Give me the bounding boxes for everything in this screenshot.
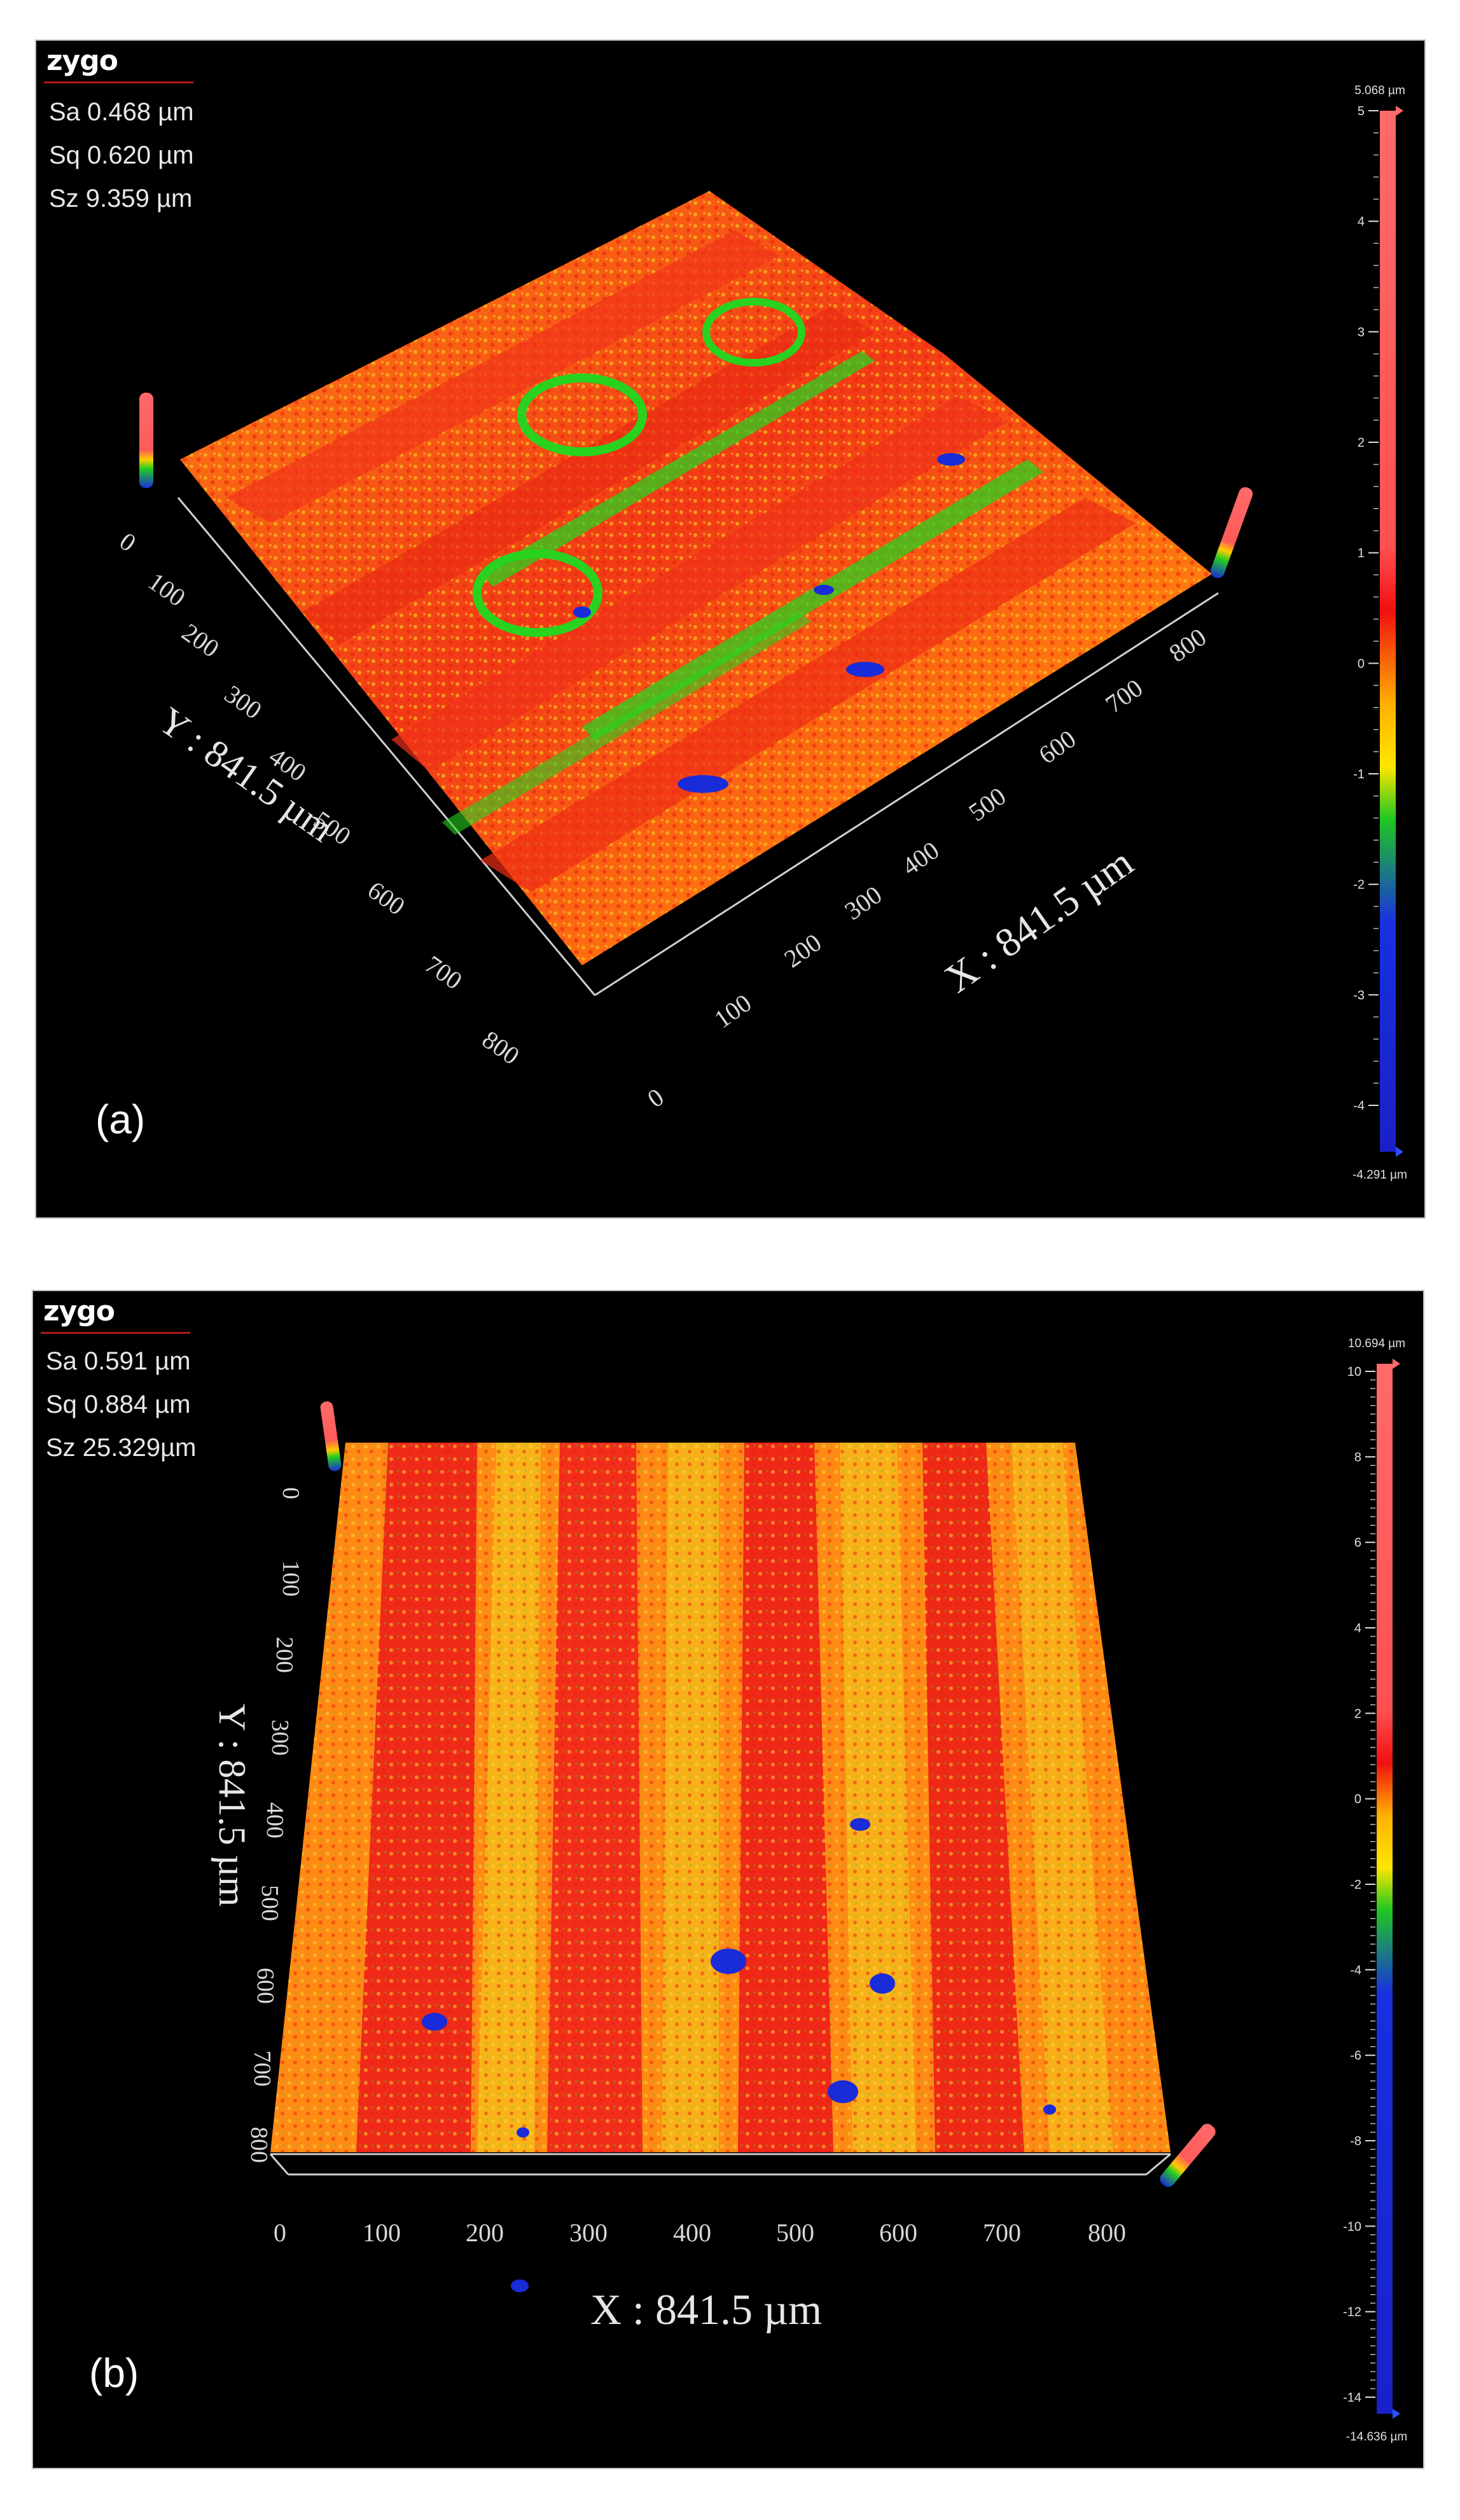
scale-tick-label: -2 — [1353, 878, 1365, 892]
axis-frame — [177, 497, 1219, 997]
y-tick: 100 — [143, 567, 191, 612]
y-tick: 300 — [267, 1719, 293, 1756]
x-tick: 200 — [466, 2218, 504, 2247]
x-axis-title: X : 841.5 µm — [590, 2285, 822, 2334]
scale-tick-label: 0 — [1354, 1793, 1361, 1807]
x-tick: 100 — [709, 988, 756, 1033]
y-tick: 800 — [246, 2127, 272, 2163]
y-tick: 500 — [256, 1885, 283, 1921]
x-tick: 100 — [363, 2218, 401, 2247]
y-tick: 200 — [177, 618, 225, 663]
x-tick: 600 — [879, 2218, 917, 2247]
sq-readout: Sq 0.620 µm — [49, 141, 194, 169]
x-tick-labels: 0 100 200 300 400 500 600 700 800 — [274, 2218, 1126, 2247]
corner-pin-left — [139, 393, 153, 488]
scale-tick-label: 3 — [1358, 325, 1365, 339]
y-axis-title: Y : 841.5 µm — [211, 1704, 253, 1907]
scale-tick-label: -2 — [1350, 1878, 1361, 1892]
surface-panel-a: zygo Sa 0.468 µm Sq 0.620 µm Sz 9.359 µm — [35, 39, 1426, 1219]
y-tick: 300 — [219, 680, 267, 725]
scale-min-label: -4.291 µm — [1352, 1168, 1407, 1182]
x-tick: 800 — [1164, 622, 1211, 668]
sq-readout: Sq 0.884 µm — [46, 1390, 191, 1418]
x-tick: 0 — [642, 1082, 669, 1113]
corner-pin-left — [320, 1401, 342, 1471]
scale-tick-label: -3 — [1353, 988, 1365, 1002]
x-tick: 700 — [1100, 673, 1148, 718]
x-tick: 800 — [1088, 2218, 1126, 2247]
surface-panel-b: zygo Sa 0.591 µm Sq 0.884 µm Sz 25.329µm — [32, 1290, 1424, 2469]
logo-underline — [44, 81, 193, 83]
scale-tick-label: 1 — [1358, 547, 1365, 561]
sa-readout: Sa 0.591 µm — [46, 1347, 191, 1375]
panel-label: (b) — [89, 2350, 139, 2396]
zygo-logo: zygo — [46, 45, 118, 77]
axis-frame — [269, 2153, 1171, 2176]
corner-pin-right — [1160, 2124, 1216, 2187]
scale-tick-label: -1 — [1353, 767, 1365, 781]
scale-bar — [1377, 1364, 1393, 2414]
y-tick: 700 — [249, 2050, 275, 2087]
y-tick: 0 — [115, 527, 141, 557]
scale-ticks: 10 8 6 4 2 0 -2 -4 -6 -8 -10 -12 -14 — [1343, 1365, 1375, 2405]
scale-tick-label: 6 — [1354, 1536, 1361, 1550]
sa-readout: Sa 0.468 µm — [49, 98, 194, 126]
scale-tick-label: -6 — [1350, 2049, 1361, 2063]
scale-tick-label: 5 — [1358, 104, 1365, 118]
scale-tick-label: -4 — [1353, 1099, 1365, 1113]
x-tick: 0 — [274, 2218, 286, 2247]
scale-tick-label: 8 — [1354, 1450, 1361, 1464]
x-tick: 300 — [569, 2218, 608, 2247]
y-tick: 0 — [277, 1487, 304, 1499]
scale-max-label: 10.694 µm — [1348, 1337, 1405, 1350]
scale-ticks: 5 4 3 2 1 0 -1 -2 -3 -4 — [1353, 104, 1379, 1113]
scale-tick-label: -8 — [1350, 2134, 1361, 2148]
scale-tick-label: 2 — [1358, 436, 1365, 450]
surface-mesh-a — [180, 191, 1212, 965]
x-tick: 300 — [839, 880, 887, 925]
scale-tick-label: -10 — [1343, 2220, 1361, 2234]
sz-readout: Sz 9.359 µm — [49, 185, 193, 213]
scale-tick-label: 2 — [1354, 1707, 1361, 1721]
y-axis-title: Y : 841.5 µm — [151, 699, 342, 850]
logo-underline — [41, 1332, 190, 1334]
y-tick: 700 — [420, 950, 468, 995]
y-tick: 100 — [277, 1560, 304, 1597]
scale-min-label: -14.636 µm — [1346, 2430, 1408, 2444]
x-tick: 500 — [776, 2218, 814, 2247]
y-tick: 200 — [271, 1637, 298, 1673]
scale-max-label: 5.068 µm — [1354, 84, 1405, 97]
scale-tick-label: 4 — [1354, 1621, 1361, 1635]
scale-tick-label: -12 — [1343, 2306, 1361, 2320]
scale-tick-label: 4 — [1358, 215, 1365, 229]
y-tick: 800 — [477, 1025, 525, 1070]
surface-plot-b: 0 100 200 300 400 500 600 700 800 Y : 84… — [211, 1401, 1216, 2334]
color-scale-b: 10.694 µm 10 8 6 4 2 0 -2 -4 -6 -8 -10 -12 -14 -14.6… — [1343, 1337, 1408, 2444]
scale-tick-label: -4 — [1350, 1963, 1361, 1977]
sz-readout: Sz 25.329µm — [46, 1434, 197, 1462]
surface-plot-a: 0 100 200 300 400 500 600 700 800 Y : 84… — [115, 191, 1253, 1113]
x-tick: 400 — [673, 2218, 711, 2247]
scale-tick-label: -14 — [1343, 2391, 1361, 2405]
y-tick: 600 — [252, 1968, 279, 2004]
y-tick-labels: 0 100 200 300 400 500 600 700 800 — [246, 1487, 304, 2163]
panel-label: (a) — [95, 1096, 146, 1142]
corner-pin-right — [1210, 487, 1253, 578]
zygo-logo: zygo — [43, 1295, 115, 1327]
x-tick: 700 — [983, 2218, 1021, 2247]
color-scale-a: 5.068 µm 5 4 3 2 1 0 -1 -2 -3 -4 -4.291 µm — [1352, 84, 1407, 1182]
scale-bar — [1380, 111, 1396, 1152]
x-tick: 600 — [1033, 724, 1081, 769]
x-tick: 400 — [896, 836, 944, 881]
surface-mesh-b — [270, 1443, 1171, 2292]
x-axis-title: X : 841.5 µm — [936, 839, 1141, 1002]
scale-tick-label: 10 — [1347, 1365, 1361, 1379]
scale-tick-label: 0 — [1358, 657, 1365, 671]
y-tick: 400 — [261, 1802, 288, 1838]
y-tick: 600 — [363, 876, 410, 921]
x-tick: 200 — [779, 928, 826, 973]
x-tick: 500 — [963, 781, 1011, 827]
